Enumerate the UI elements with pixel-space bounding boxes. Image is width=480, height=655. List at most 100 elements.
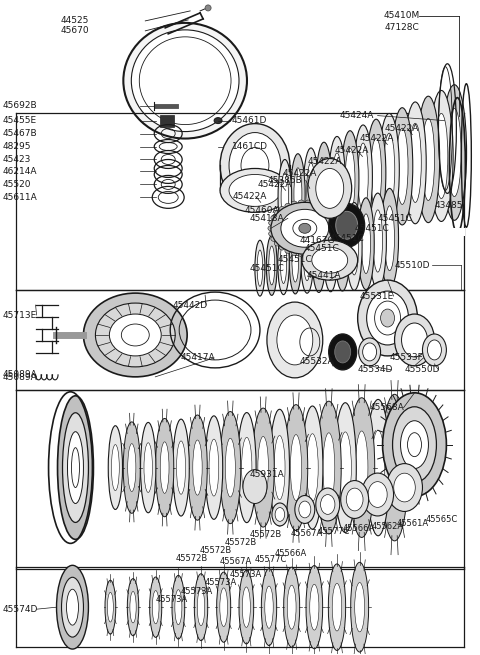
Ellipse shape xyxy=(400,421,429,468)
Text: 45089A: 45089A xyxy=(3,373,37,383)
Ellipse shape xyxy=(383,393,446,496)
Text: 45520: 45520 xyxy=(3,180,31,189)
Ellipse shape xyxy=(384,206,395,271)
Ellipse shape xyxy=(324,245,331,250)
Ellipse shape xyxy=(62,413,88,523)
Ellipse shape xyxy=(144,443,153,493)
Text: 45561A: 45561A xyxy=(396,519,429,529)
Ellipse shape xyxy=(358,280,418,356)
Ellipse shape xyxy=(289,226,301,294)
Ellipse shape xyxy=(335,341,351,363)
Ellipse shape xyxy=(346,202,362,290)
Text: 45451C: 45451C xyxy=(378,214,412,223)
Ellipse shape xyxy=(271,202,339,254)
Ellipse shape xyxy=(268,226,274,231)
Text: 45451C: 45451C xyxy=(355,224,389,233)
Ellipse shape xyxy=(336,226,342,231)
Text: 45422A: 45422A xyxy=(308,157,342,166)
Ellipse shape xyxy=(348,398,375,538)
Ellipse shape xyxy=(243,470,267,504)
Text: 44525: 44525 xyxy=(60,16,89,26)
Ellipse shape xyxy=(267,302,323,378)
Ellipse shape xyxy=(307,163,315,218)
Ellipse shape xyxy=(388,429,401,506)
Ellipse shape xyxy=(299,223,311,233)
Ellipse shape xyxy=(430,90,453,221)
Ellipse shape xyxy=(442,84,467,220)
Text: 45573A: 45573A xyxy=(230,570,262,579)
Ellipse shape xyxy=(128,443,136,491)
Ellipse shape xyxy=(105,580,116,634)
Ellipse shape xyxy=(238,413,256,523)
Ellipse shape xyxy=(58,396,94,539)
Ellipse shape xyxy=(220,168,290,212)
Ellipse shape xyxy=(299,501,311,518)
Ellipse shape xyxy=(279,206,285,212)
Ellipse shape xyxy=(392,107,413,225)
Text: 45565C: 45565C xyxy=(425,515,458,524)
Ellipse shape xyxy=(257,250,263,286)
Ellipse shape xyxy=(354,125,372,229)
Ellipse shape xyxy=(175,590,182,625)
Ellipse shape xyxy=(448,109,461,196)
Ellipse shape xyxy=(341,131,359,229)
Ellipse shape xyxy=(366,119,386,227)
Ellipse shape xyxy=(381,394,408,541)
Ellipse shape xyxy=(361,473,394,516)
Ellipse shape xyxy=(333,215,339,220)
Ellipse shape xyxy=(341,481,369,519)
Text: 1461CD: 1461CD xyxy=(232,142,268,151)
Text: 45441A: 45441A xyxy=(307,271,341,280)
Ellipse shape xyxy=(435,113,448,198)
Ellipse shape xyxy=(266,236,277,295)
Ellipse shape xyxy=(302,406,323,529)
Text: 45460A: 45460A xyxy=(245,206,280,215)
Ellipse shape xyxy=(373,210,383,272)
Ellipse shape xyxy=(319,248,325,253)
Ellipse shape xyxy=(319,203,325,208)
Ellipse shape xyxy=(428,340,442,360)
Ellipse shape xyxy=(291,250,297,255)
Ellipse shape xyxy=(316,142,332,232)
Text: 45670: 45670 xyxy=(60,26,89,35)
Ellipse shape xyxy=(216,572,231,643)
Ellipse shape xyxy=(156,419,174,517)
Ellipse shape xyxy=(294,168,302,220)
Text: 46214A: 46214A xyxy=(3,167,37,176)
Text: 45567A: 45567A xyxy=(220,557,252,566)
Ellipse shape xyxy=(287,585,296,629)
Text: 45568A: 45568A xyxy=(370,403,404,412)
Text: 45417A: 45417A xyxy=(180,354,215,362)
Ellipse shape xyxy=(339,432,351,503)
Ellipse shape xyxy=(291,154,305,234)
Ellipse shape xyxy=(123,422,140,514)
Ellipse shape xyxy=(381,309,395,327)
Ellipse shape xyxy=(292,238,299,282)
Ellipse shape xyxy=(422,119,434,200)
Ellipse shape xyxy=(68,432,84,504)
Ellipse shape xyxy=(381,189,398,288)
Ellipse shape xyxy=(359,338,381,366)
Ellipse shape xyxy=(272,503,288,526)
Text: 45572B: 45572B xyxy=(225,538,257,547)
Ellipse shape xyxy=(393,407,436,483)
Text: 45455E: 45455E xyxy=(3,116,37,125)
Text: 45451C: 45451C xyxy=(250,264,285,272)
Ellipse shape xyxy=(335,231,341,236)
Text: 45385B: 45385B xyxy=(268,176,303,185)
Ellipse shape xyxy=(298,200,304,205)
Ellipse shape xyxy=(327,226,335,278)
Text: 45574D: 45574D xyxy=(3,605,38,614)
Ellipse shape xyxy=(205,5,211,11)
Text: 47128C: 47128C xyxy=(385,24,420,32)
Ellipse shape xyxy=(269,231,275,236)
Ellipse shape xyxy=(241,438,252,498)
Text: 45424A: 45424A xyxy=(340,111,374,120)
Text: 45713E: 45713E xyxy=(3,310,37,320)
Text: 48295: 48295 xyxy=(3,142,31,151)
Ellipse shape xyxy=(269,246,275,285)
Ellipse shape xyxy=(328,136,346,231)
Bar xyxy=(160,115,174,126)
Ellipse shape xyxy=(361,214,371,274)
Ellipse shape xyxy=(368,481,387,508)
